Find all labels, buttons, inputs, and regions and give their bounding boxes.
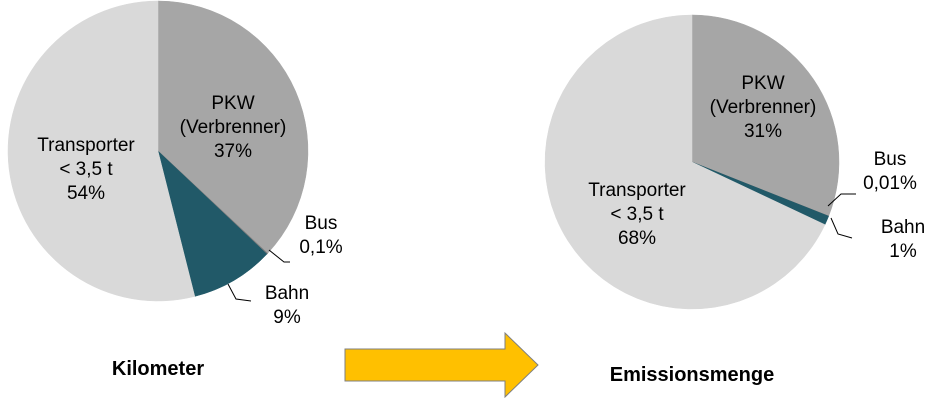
slice-label-line: Bus (874, 149, 907, 170)
slice-label-line: 54% (67, 183, 105, 204)
slice-label-line: 68% (618, 228, 656, 249)
right-arrow-shape (344, 331, 539, 398)
right-arrow-icon (344, 331, 539, 398)
slice-label-transporter: Transporter < 3,5 t 54% (37, 135, 135, 204)
slice-label-bus: Bus 0,1% (299, 213, 342, 258)
slice-label-bahn: Bahn 9% (265, 283, 309, 328)
pie-chart-emissionsmenge: PKW (Verbrenner) 31% Bus 0,01% Bahn 1% Transpor… (544, 14, 925, 310)
leader-line-bahn (830, 217, 853, 239)
slice-label-pkw: PKW (Verbrenner) 37% (180, 93, 287, 162)
slice-label-bahn: Bahn 1% (881, 217, 925, 262)
slice-label-bus: Bus 0,01% (863, 149, 917, 194)
slice-label-line: Bus (305, 213, 338, 234)
slice-label-line: < 3,5 t (610, 204, 664, 225)
leader-line-bus (827, 193, 856, 207)
slice-label-line: 0,01% (863, 173, 917, 194)
slice-label-line: (Verbrenner) (180, 117, 287, 138)
pie-slice-pkw (691, 14, 840, 217)
slice-label-line: 9% (273, 307, 301, 328)
slice-label-line: < 3,5 t (59, 159, 113, 180)
pie-chart-kilometer: PKW (Verbrenner) 37% Bus 0,1% Bahn 9% Transport… (7, 0, 343, 328)
slice-label-line: (Verbrenner) (710, 97, 817, 118)
pie-slice-bahn (157, 150, 268, 297)
slice-label-line: PKW (211, 93, 254, 114)
slice-label-line: 0,1% (299, 237, 342, 258)
pie-slice-transporter (7, 0, 196, 302)
pie-slice-transporter (544, 14, 826, 310)
slice-label-line: 37% (214, 141, 252, 162)
slice-label-line: 31% (744, 121, 782, 142)
slice-label-line: Bahn (265, 283, 309, 304)
slice-label-transporter: Transporter < 3,5 t 68% (588, 180, 686, 249)
leader-line-bus (268, 249, 290, 263)
slice-label-line: 1% (889, 241, 917, 262)
chart-title-emissionsmenge: Emissionsmenge (610, 364, 775, 386)
leader-line-bahn (227, 283, 252, 302)
slice-label-line: PKW (741, 73, 784, 94)
pie-slice-pkw (157, 0, 309, 254)
slice-label-line: Bahn (881, 217, 925, 238)
slice-label-line: Transporter (588, 180, 686, 201)
slice-label-pkw: PKW (Verbrenner) 31% (710, 73, 817, 142)
slice-label-line: Transporter (37, 135, 135, 156)
chart-title-kilometer: Kilometer (112, 358, 204, 380)
